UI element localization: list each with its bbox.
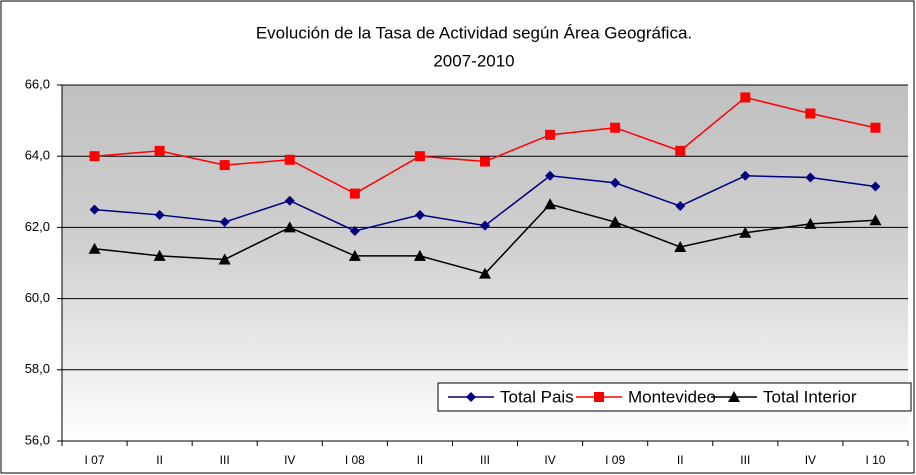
point-marker xyxy=(414,151,425,162)
y-tick-label: 56,0 xyxy=(25,432,50,447)
point-marker xyxy=(869,214,882,226)
point-marker xyxy=(870,122,881,133)
point-marker xyxy=(870,181,881,192)
legend-label: Total Pais xyxy=(500,387,574,406)
legend-marker xyxy=(728,391,740,402)
x-tick-label: IV xyxy=(544,453,555,467)
x-tick-label: I 10 xyxy=(865,453,885,467)
x-tick-label: III xyxy=(740,453,750,467)
point-marker xyxy=(480,156,490,167)
point-marker xyxy=(740,170,751,181)
point-marker xyxy=(349,188,360,199)
x-tick-label: I 08 xyxy=(345,453,365,467)
point-marker xyxy=(284,195,295,206)
point-marker xyxy=(609,216,622,228)
y-tick-label: 64,0 xyxy=(25,148,50,163)
point-marker xyxy=(349,225,360,236)
point-marker xyxy=(545,129,556,140)
y-tick-label: 66,0 xyxy=(25,76,50,91)
point-marker xyxy=(89,151,100,162)
point-marker xyxy=(805,108,816,119)
point-marker xyxy=(284,154,295,165)
point-marker xyxy=(675,145,686,156)
x-tick-label: I 07 xyxy=(85,453,105,467)
legend-box xyxy=(437,382,912,412)
plot-area xyxy=(62,85,908,441)
point-marker xyxy=(479,267,491,279)
x-tick-label: III xyxy=(480,453,490,467)
point-marker xyxy=(610,122,621,133)
point-marker xyxy=(154,209,165,220)
point-marker xyxy=(348,249,361,261)
chart-title: Evolución de la Tasa de Actividad según … xyxy=(256,23,692,42)
x-tick-label: II xyxy=(156,453,163,467)
point-marker xyxy=(414,209,425,220)
legend-marker xyxy=(466,392,476,402)
x-tick-label: III xyxy=(220,453,230,467)
point-marker xyxy=(218,253,231,265)
point-marker xyxy=(153,249,166,261)
point-marker xyxy=(804,217,817,229)
point-marker xyxy=(283,221,296,233)
point-marker xyxy=(219,160,230,171)
x-tick-label: IV xyxy=(284,453,295,467)
point-marker xyxy=(413,249,426,261)
x-tick-label: I 09 xyxy=(605,453,625,467)
legend-marker xyxy=(594,392,604,402)
y-tick-label: 60,0 xyxy=(25,290,50,305)
legend-label: Total Interior xyxy=(763,387,857,406)
point-marker xyxy=(480,220,490,231)
y-tick-label: 62,0 xyxy=(25,219,50,234)
point-marker xyxy=(805,172,816,183)
x-tick-label: II xyxy=(417,453,424,467)
x-tick-label: IV xyxy=(805,453,816,467)
chart-subtitle: 2007-2010 xyxy=(433,51,514,70)
point-marker xyxy=(89,204,100,215)
point-marker xyxy=(544,198,557,210)
point-marker xyxy=(675,201,686,212)
y-tick-label: 58,0 xyxy=(25,361,50,376)
point-marker xyxy=(545,170,556,181)
point-marker xyxy=(88,242,101,254)
point-marker xyxy=(219,217,230,228)
legend-label: Montevideo xyxy=(628,387,716,406)
point-marker xyxy=(739,226,752,238)
point-marker xyxy=(674,240,687,252)
point-marker xyxy=(610,177,621,188)
point-marker xyxy=(154,145,165,156)
x-tick-label: II xyxy=(677,453,684,467)
point-marker xyxy=(740,92,751,103)
